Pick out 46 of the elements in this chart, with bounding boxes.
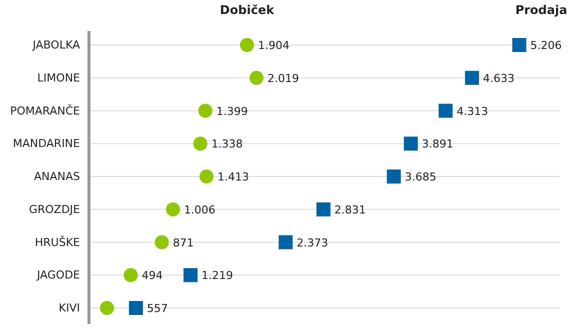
data-label: 1.219 <box>202 269 234 282</box>
point <box>128 301 143 315</box>
data-label: 3.891 <box>422 138 454 151</box>
point <box>249 70 264 85</box>
y-tick-label: KIVI <box>58 302 80 315</box>
point <box>198 104 212 118</box>
point <box>465 70 480 85</box>
point <box>386 170 401 184</box>
data-label: 3.685 <box>404 170 436 184</box>
y-tick-label: HRUŠKE <box>34 234 80 249</box>
data-label: 494 <box>142 269 163 282</box>
text: Dobiček <box>220 3 276 17</box>
point <box>404 136 418 151</box>
y-tick-label: MANDARINE <box>12 137 80 150</box>
point <box>184 268 198 282</box>
point <box>100 301 114 315</box>
y-tick-label: POMARANČE <box>10 103 80 118</box>
y-tick-label: JAGODE <box>36 268 80 282</box>
point <box>278 235 293 250</box>
data-label: 4.313 <box>456 104 488 118</box>
data-label: 1.413 <box>218 170 250 184</box>
point <box>512 38 526 52</box>
point <box>154 235 169 250</box>
y-tick-label: GROZDJE <box>28 202 80 216</box>
y-tick-label: LIMONE <box>37 71 80 84</box>
data-label: 1.904 <box>258 39 290 52</box>
point <box>193 136 208 151</box>
data-label: 1.399 <box>216 104 248 118</box>
data-label: 5.206 <box>530 39 562 52</box>
point <box>166 202 180 216</box>
data-label: 2.373 <box>296 236 328 250</box>
data-label: 871 <box>172 236 194 250</box>
data-label: 2.831 <box>334 203 366 216</box>
point <box>124 268 138 282</box>
series-label: Prodaja <box>515 3 568 17</box>
point <box>200 170 214 184</box>
y-tick-label: JABOLKA <box>32 38 80 52</box>
point <box>316 202 330 216</box>
data-label: 2.019 <box>267 72 299 85</box>
point <box>240 38 254 52</box>
data-label: 4.633 <box>483 72 515 85</box>
y-tick-label: ANANAS <box>34 170 80 184</box>
point <box>438 104 453 118</box>
data-label: 557 <box>146 302 168 315</box>
data-label: 1.338 <box>211 138 243 151</box>
data-label: 1.006 <box>184 203 216 216</box>
